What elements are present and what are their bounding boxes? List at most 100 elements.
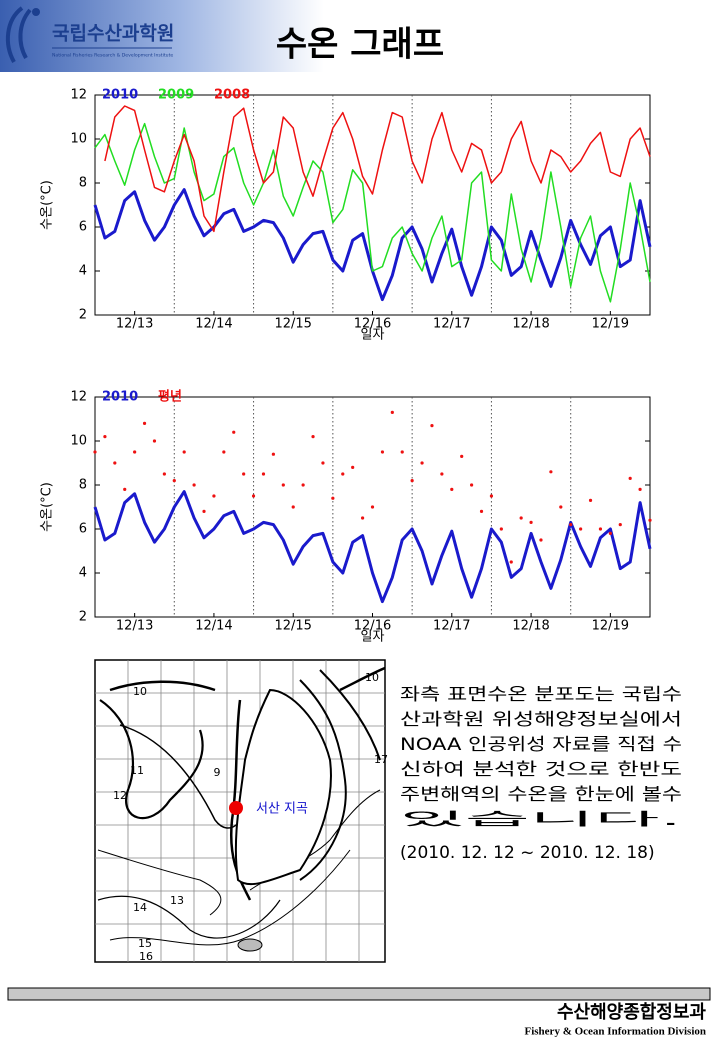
x-tick-label: 12/13	[116, 619, 153, 634]
data-point	[608, 531, 612, 536]
x-tick-label: 12/16	[354, 317, 391, 332]
data-point	[162, 472, 166, 476]
header-band	[0, 0, 720, 72]
y-axis-label: 수온(°C)	[40, 482, 55, 532]
data-point	[598, 527, 603, 531]
y-tick-label: 8	[79, 478, 87, 493]
data-point	[628, 476, 632, 480]
data-point	[232, 430, 236, 434]
x-tick-label: 12/13	[116, 317, 153, 332]
data-point	[499, 527, 503, 531]
logo-dot	[32, 8, 40, 16]
data-point	[420, 461, 424, 465]
x-tick-label: 12/18	[512, 317, 549, 332]
y-tick-label: 12	[70, 88, 87, 103]
data-point	[489, 494, 494, 498]
y-tick-label: 10	[70, 132, 87, 147]
contour-label: 13	[170, 894, 184, 907]
data-point	[559, 505, 563, 509]
description-line: NOAA 인공위성 자료를 직접 수	[400, 735, 682, 755]
data-point	[142, 421, 147, 425]
data-point	[440, 472, 444, 476]
page-title: 수온 그래프	[276, 25, 444, 65]
data-point	[133, 450, 137, 454]
contour-label: 10	[133, 685, 147, 698]
contour-label: 17	[374, 753, 388, 766]
data-point	[648, 518, 652, 522]
data-point	[242, 472, 246, 476]
y-tick-label: 4	[79, 264, 87, 279]
legend-label: 2010	[102, 390, 138, 405]
data-point	[192, 483, 196, 487]
description-line: 주변해역의 수온을 한눈에 볼수	[400, 785, 682, 805]
data-point	[152, 439, 157, 443]
y-tick-label: 10	[70, 434, 87, 449]
y-tick-label: 6	[79, 220, 87, 235]
data-point	[479, 509, 484, 513]
data-point	[251, 494, 256, 498]
data-point	[123, 487, 127, 491]
footer-division-en: Fishery & Ocean Information Division	[525, 1026, 707, 1038]
logo-text: 국립수산과학원	[52, 23, 174, 45]
peninsula	[234, 688, 332, 886]
data-point	[93, 450, 97, 454]
plot-area	[94, 94, 651, 316]
data-point	[331, 496, 335, 500]
series-line	[93, 490, 652, 604]
data-point	[202, 509, 206, 513]
data-point	[470, 483, 474, 487]
logo-subtext: National Fisheries Research & Developmen…	[52, 53, 173, 59]
data-point	[509, 560, 513, 564]
contour-label: 10	[365, 671, 379, 684]
data-point	[212, 494, 216, 498]
description-line: 신하여 분석한 것으로 한반도	[400, 760, 682, 780]
x-tick-label: 12/14	[195, 317, 232, 332]
x-tick-label: 12/19	[592, 619, 629, 634]
y-tick-label: 2	[79, 610, 87, 625]
chart: 2 4 6 8 10 12 12/13 12/14 12/15 12/16 12/17 12/18 12…	[40, 88, 652, 343]
data-point	[172, 479, 176, 483]
contour-label: 14	[133, 901, 147, 914]
contour-label: 9	[214, 766, 221, 779]
site-label: 서산 지곡	[256, 802, 308, 817]
data-point	[351, 465, 355, 469]
data-point	[261, 472, 266, 476]
description-line: 있습니다.	[400, 810, 682, 830]
data-point	[569, 523, 573, 527]
data-point	[271, 452, 275, 456]
data-point	[311, 435, 315, 439]
legend-label: 2009	[158, 88, 194, 103]
description-line: 산과학원 위성해양정보실에서	[400, 710, 682, 730]
charts: 2 4 6 8 10 12 12/13 12/14 12/15 12/16 12/17 12/18 12…	[40, 88, 652, 645]
data-point	[222, 450, 226, 454]
data-point	[588, 498, 593, 502]
data-point	[390, 410, 394, 414]
legend-label: 2010	[102, 88, 138, 103]
data-point	[380, 450, 385, 454]
data-point	[579, 527, 583, 531]
chart: 2 4 6 8 10 12 12/13 12/14 12/15 12/16 12/17 12/18 12…	[40, 389, 652, 645]
x-tick-label: 12/17	[433, 317, 470, 332]
y-tick-label: 6	[79, 522, 87, 537]
y-tick-label: 2	[79, 308, 87, 323]
data-point	[182, 450, 186, 454]
contour-label: 16	[139, 950, 153, 963]
y-tick-label: 8	[79, 176, 87, 191]
data-point	[519, 516, 523, 520]
x-tick-label: 12/17	[433, 619, 470, 634]
logo-mark	[5, 6, 32, 63]
y-axis-label: 수온(°C)	[40, 180, 55, 230]
description-line: 좌측 표면수온 분포도는 국립수	[400, 685, 682, 705]
data-point	[410, 479, 414, 483]
jeju	[237, 938, 263, 952]
series-line	[104, 105, 651, 233]
x-tick-label: 12/19	[592, 317, 629, 332]
x-tick-label: 12/16	[354, 619, 391, 634]
data-point	[370, 505, 375, 509]
data-point	[341, 472, 345, 476]
footer-division: 수산해양종합정보과	[557, 1001, 706, 1023]
data-point	[430, 424, 434, 428]
